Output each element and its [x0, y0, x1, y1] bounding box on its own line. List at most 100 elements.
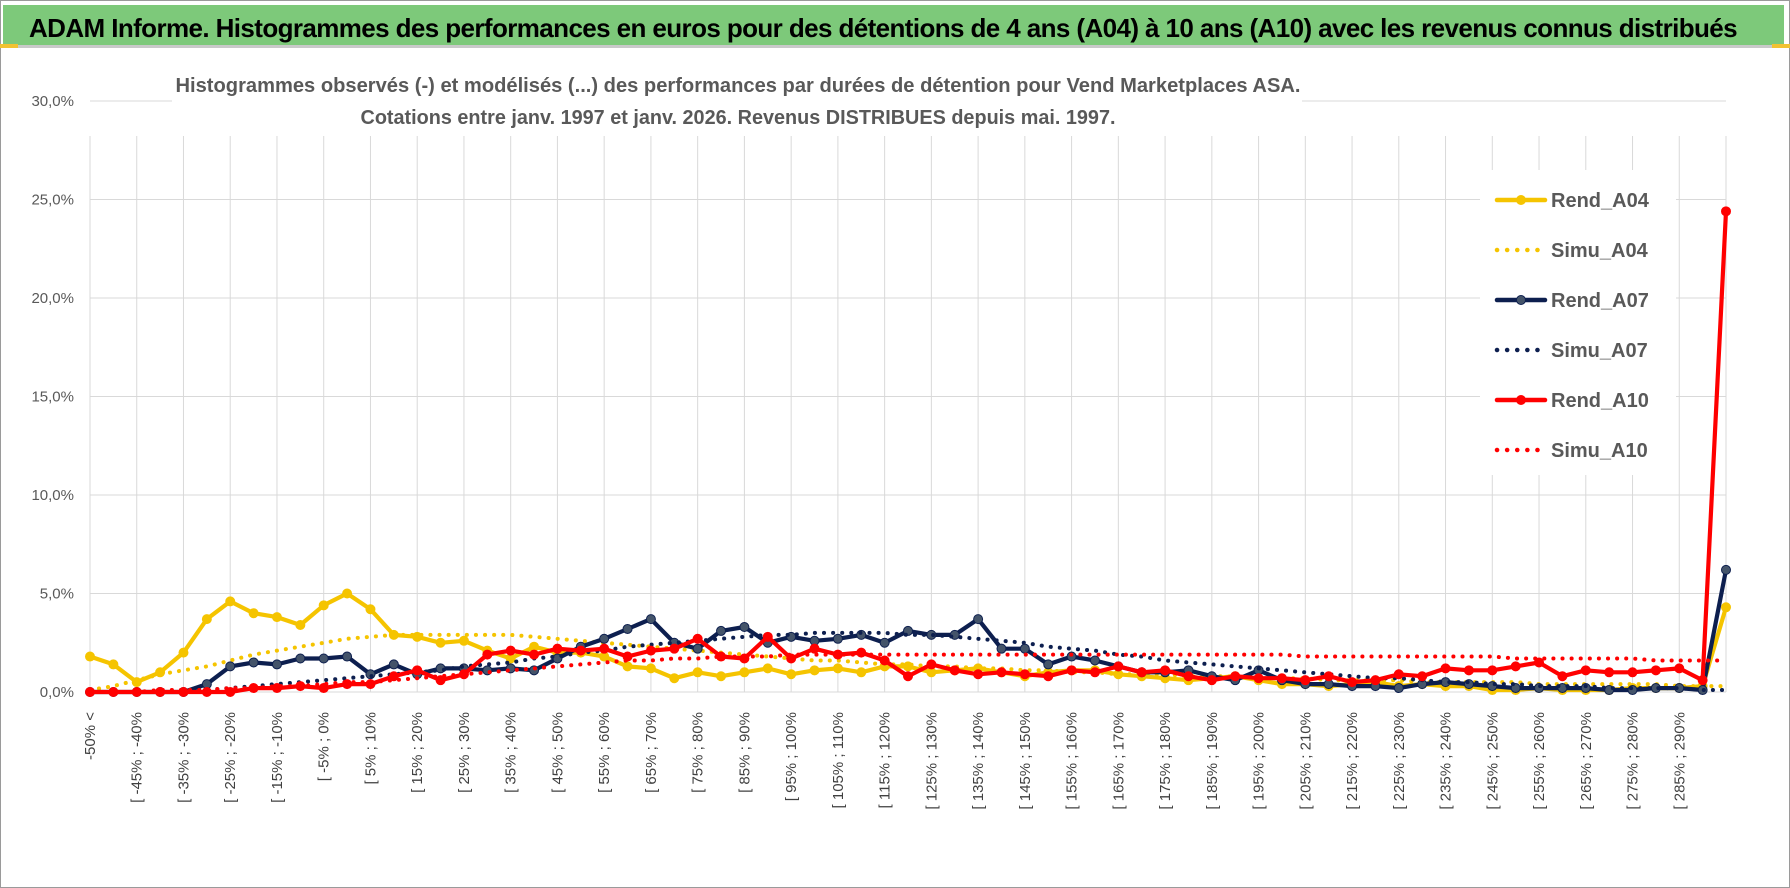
x-tick-label: [ 165% ; 170% — [1110, 712, 1127, 810]
data-point-Rend_A10 — [412, 665, 423, 676]
chart-legend: Rend_A04 Simu_A04 Rend_A07 Simu_A07 Rend_A10… — [1480, 170, 1676, 475]
data-point-Rend_A10 — [1323, 671, 1334, 682]
data-point-Rend_A07 — [879, 637, 890, 648]
data-point-Rend_A10 — [1697, 675, 1708, 686]
data-point-Rend_A04 — [248, 608, 259, 619]
data-point-Rend_A07 — [599, 633, 610, 644]
x-tick-label: [ 255% ; 260% — [1531, 712, 1548, 810]
data-point-Rend_A10 — [575, 645, 586, 656]
x-tick-label: [ 95% ; 100% — [783, 712, 800, 801]
x-tick-label: [ -5% ; 0% — [316, 712, 333, 781]
x-tick-label: [ 145% ; 150% — [1017, 712, 1034, 810]
data-point-Rend_A07 — [1089, 655, 1100, 666]
x-tick-label: [ 85% ; 90% — [736, 712, 753, 793]
banner-accent-right — [1772, 44, 1790, 48]
x-tick-label: [ 205% ; 210% — [1297, 712, 1314, 810]
data-point-Rend_A10 — [645, 645, 656, 656]
data-point-Rend_A07 — [295, 653, 306, 664]
y-tick-label: 0,0% — [40, 684, 74, 701]
data-point-Rend_A07 — [318, 653, 329, 664]
data-point-Rend_A10 — [1487, 665, 1498, 676]
series-line-Simu_A07 — [88, 630, 1728, 694]
legend-label-Rend_A10: Rend_A10 — [1551, 390, 1649, 412]
data-point-Rend_A04 — [1721, 602, 1731, 613]
x-tick-label: [ -35% ; -30% — [175, 712, 192, 803]
x-tick-label: [ 125% ; 130% — [923, 712, 940, 810]
x-tick-label: [ 195% ; 200% — [1251, 712, 1268, 810]
data-point-Rend_A07 — [832, 633, 843, 644]
data-point-Rend_A10 — [1253, 673, 1264, 684]
x-tick-label: [ 275% ; 280% — [1625, 712, 1642, 810]
y-tick-label: 10,0% — [31, 487, 74, 504]
data-point-Rend_A10 — [1580, 665, 1591, 676]
data-point-Rend_A10 — [1347, 677, 1358, 688]
data-point-Rend_A10 — [1721, 206, 1731, 217]
chart-title-background — [172, 67, 1302, 131]
chart-title: Histogrammes observés (-) et modélisés (… — [172, 67, 1302, 131]
legend-marker-Rend_A10 — [1516, 395, 1526, 405]
data-point-Rend_A10 — [1113, 661, 1124, 672]
data-point-Rend_A10 — [1019, 669, 1030, 680]
data-point-Rend_A10 — [529, 649, 540, 660]
data-point-Rend_A10 — [1510, 661, 1521, 672]
data-point-Rend_A04 — [342, 588, 353, 599]
data-point-Rend_A10 — [949, 665, 960, 676]
x-tick-label: [ 235% ; 240% — [1438, 712, 1455, 810]
x-tick-label: [ 55% ; 60% — [596, 712, 613, 793]
data-point-Rend_A10 — [1276, 673, 1287, 684]
data-point-Rend_A10 — [809, 643, 820, 654]
data-point-Rend_A10 — [1089, 667, 1100, 678]
data-point-Rend_A10 — [926, 659, 937, 670]
x-tick-label: [ 105% ; 110% — [830, 712, 847, 808]
chart-title-line-2: Cotations entre janv. 1997 et janv. 2026… — [361, 107, 1116, 129]
data-point-Rend_A04 — [786, 669, 797, 680]
data-point-Rend_A04 — [692, 667, 703, 678]
data-point-Rend_A07 — [248, 657, 259, 668]
data-point-Rend_A07 — [271, 659, 282, 670]
data-point-Rend_A10 — [505, 645, 516, 656]
data-point-Rend_A10 — [1043, 671, 1054, 682]
data-point-Rend_A04 — [716, 671, 727, 682]
data-point-Rend_A10 — [1534, 657, 1545, 668]
data-point-Rend_A07 — [342, 651, 353, 662]
data-point-Rend_A07 — [622, 623, 633, 634]
data-point-Rend_A10 — [1393, 669, 1404, 680]
data-point-Rend_A10 — [1650, 665, 1661, 676]
x-tick-label: -50% < — [82, 712, 99, 760]
data-point-Rend_A07 — [225, 661, 236, 672]
data-point-Rend_A10 — [1136, 667, 1147, 678]
data-point-Rend_A04 — [85, 651, 95, 662]
legend-label-Simu_A10: Simu_A10 — [1551, 440, 1648, 462]
y-axis: 0,0% 5,0% 10,0% 15,0% 20,0% 25,0% 30,0% — [31, 93, 74, 701]
data-point-Rend_A04 — [809, 665, 820, 676]
data-point-Rend_A07 — [1721, 564, 1731, 575]
data-point-Rend_A04 — [458, 635, 469, 646]
data-point-Rend_A04 — [622, 661, 633, 672]
y-tick-label: 15,0% — [31, 389, 74, 406]
data-point-Rend_A10 — [1604, 667, 1615, 678]
x-tick-label: [ 25% ; 30% — [456, 712, 473, 793]
data-point-Rend_A10 — [973, 669, 984, 680]
x-tick-label: [ 155% ; 160% — [1064, 712, 1081, 810]
data-point-Rend_A07 — [996, 643, 1007, 654]
legend-marker-Rend_A07 — [1516, 295, 1526, 305]
x-tick-label: [ 35% ; 40% — [503, 712, 520, 793]
x-tick-label: [ 15% ; 20% — [409, 712, 426, 793]
data-point-Rend_A04 — [739, 667, 750, 678]
data-point-Rend_A10 — [669, 643, 680, 654]
x-tick-label: [ 75% ; 80% — [690, 712, 707, 793]
data-point-Rend_A04 — [856, 667, 867, 678]
legend-label-Simu_A07: Simu_A07 — [1551, 340, 1648, 362]
data-point-Rend_A10 — [879, 655, 890, 666]
data-point-Rend_A10 — [225, 687, 236, 697]
page-title: ADAM Informe. Histogrammes des performan… — [29, 13, 1738, 43]
data-point-Rend_A10 — [1674, 663, 1685, 674]
data-point-Rend_A04 — [832, 663, 843, 674]
data-point-Rend_A10 — [1160, 665, 1171, 676]
data-point-Rend_A10 — [482, 649, 493, 660]
data-point-Rend_A04 — [201, 614, 212, 625]
x-tick-label: [ -15% ; -10% — [269, 712, 286, 803]
data-point-Rend_A10 — [692, 633, 703, 644]
data-point-Rend_A04 — [271, 612, 282, 623]
